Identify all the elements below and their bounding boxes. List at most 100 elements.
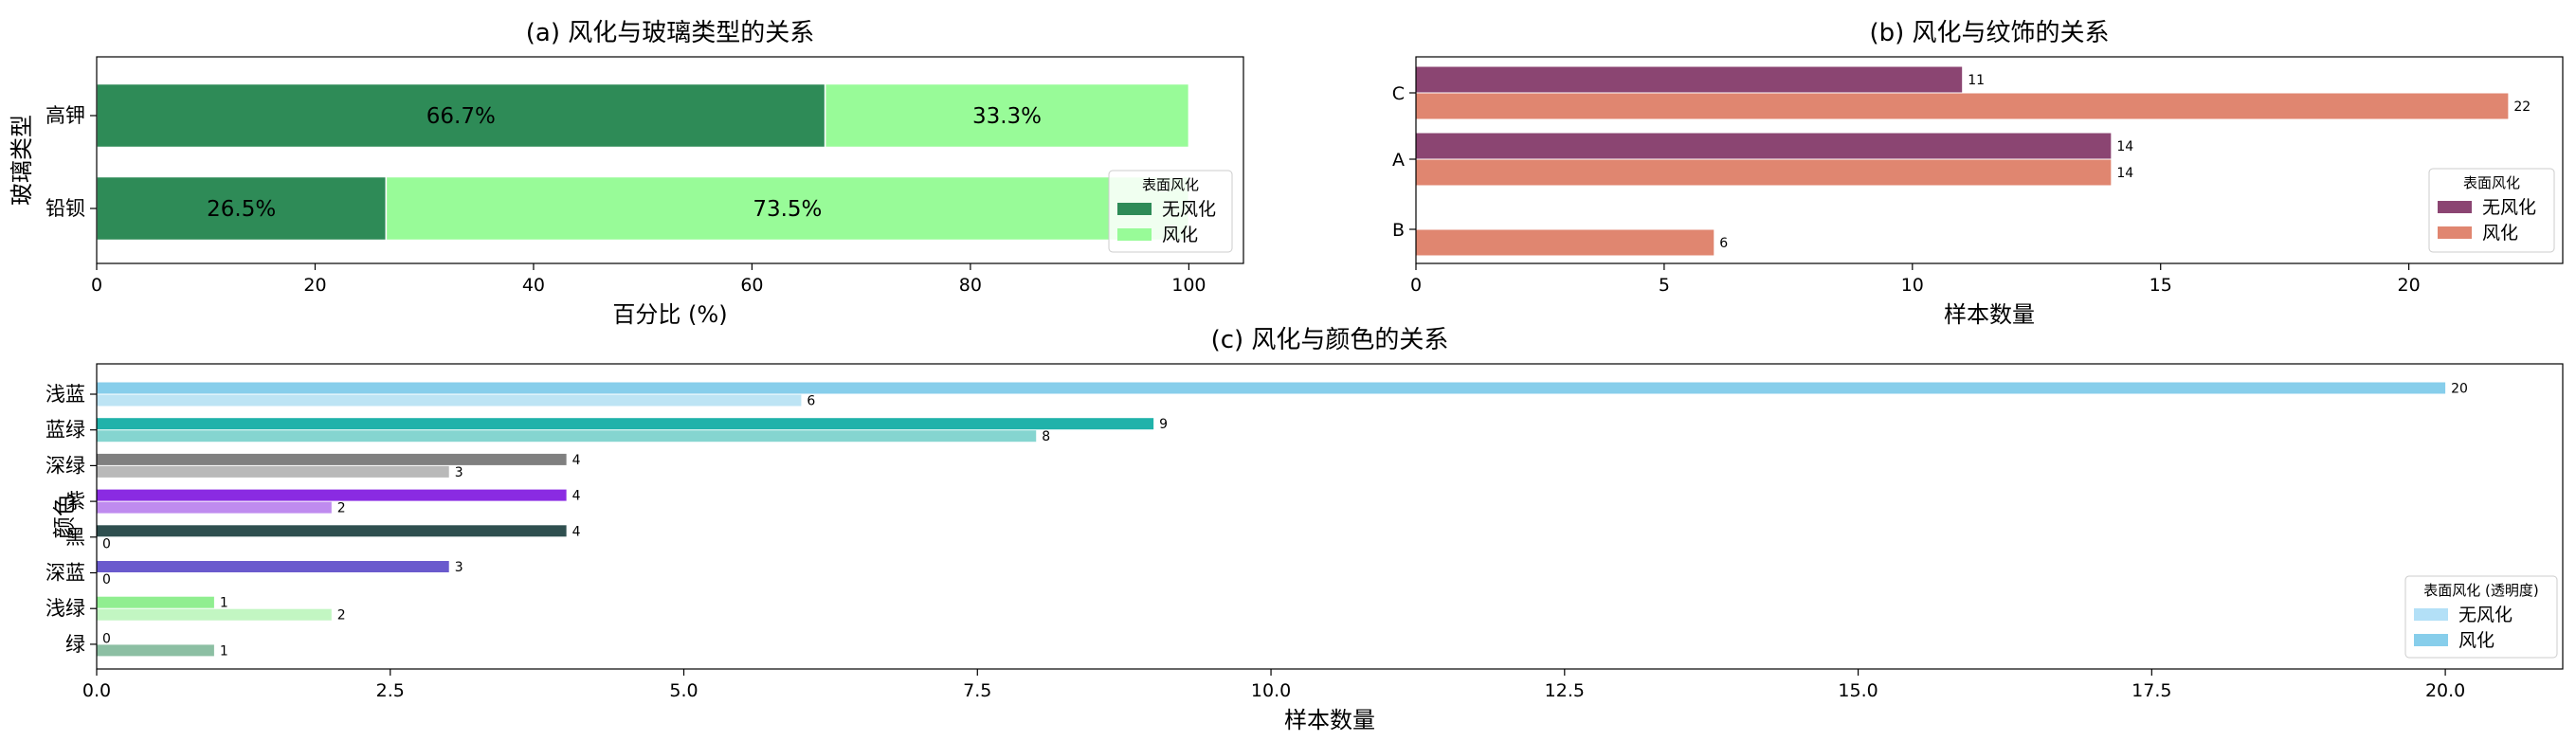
a-ytick-1-label: 铅钡 [45,197,85,220]
c-bar-0-1 [97,394,802,407]
c-ytick-4-label: 黑 [65,526,85,549]
b-frame [1415,56,2564,264]
c-xtick-label-0: 0.0 [82,680,111,701]
b-bar-0-1 [1416,93,2509,119]
c-bar-label-5-1: 0 [102,572,111,587]
c-frame [96,363,2564,670]
c-bar-label-5-0: 3 [455,560,463,575]
b-bar-1-0 [1416,133,2112,159]
c-legend-swatch-1 [2414,634,2448,646]
b-legend-label-0: 无风化 [2482,197,2536,218]
a-xtick-label-4: 80 [959,275,982,296]
c-bar-label-4-0: 4 [572,524,581,539]
a-ytick-0-label: 高钾 [45,104,85,127]
a-xtick-label-1: 20 [303,275,326,296]
c-legend-label-0: 无风化 [2458,605,2513,625]
c-bar-label-0-1: 6 [807,394,815,409]
c-legend-label-1: 风化 [2458,630,2494,651]
b-bar-2-1 [1416,229,1714,256]
c-bar-2-0 [97,453,567,465]
c-bar-7-1 [97,644,214,657]
b-legend-title: 表面风化 [2463,174,2520,191]
a-ylabel: 玻璃类型 [9,115,35,206]
a-bar-label-0-1: 33.3% [972,104,1042,129]
b-bar-1-1 [1416,159,2112,186]
a-xtick-label-0: 0 [91,275,102,296]
b-bar-0-0 [1416,66,1963,93]
a-legend-label-0: 无风化 [1162,199,1216,220]
b-bar-label-0-1: 22 [2513,99,2531,115]
b-ytick-2-label: B [1392,220,1405,241]
c-bar-6-1 [97,608,332,621]
c-bar-label-7-0: 0 [102,631,111,646]
a-legend-label-1: 风化 [1162,225,1198,245]
c-ytick-0-label: 浅蓝 [45,383,85,406]
c-bar-label-3-0: 4 [572,489,581,504]
c-legend-swatch-0 [2414,608,2448,621]
c-xtick-label-2: 5.0 [669,680,698,701]
b-xlabel: 样本数量 [1944,301,2035,328]
b-bar-label-2-1: 6 [1719,236,1728,251]
c-bar-label-3-1: 2 [337,501,346,516]
a-xlabel: 百分比 (%) [612,301,727,328]
c-bar-5-0 [97,561,449,572]
a-xtick-label-5: 100 [1171,275,1206,296]
b-ytick-1-label: A [1392,150,1405,171]
a-bar-label-1-1: 73.5% [753,197,822,222]
a-bar-0-1 [824,82,1190,149]
b-legend-swatch-0 [2438,201,2472,213]
a-bar-0-0 [96,82,826,149]
b-ytick-0-label: C [1392,83,1405,104]
c-xtick-label-8: 20.0 [2425,680,2465,701]
c-title: (c) 风化与颜色的关系 [1211,326,1449,354]
c-xtick-label-4: 10.0 [1251,680,1291,701]
c-ytick-1-label: 蓝绿 [45,419,85,442]
c-bar-label-2-1: 3 [455,465,463,480]
c-bar-3-0 [97,489,567,501]
a-xtick-label-2: 40 [522,275,545,296]
c-bar-3-1 [97,501,332,514]
c-xtick-label-7: 17.5 [2132,680,2171,701]
c-bar-1-1 [97,430,1037,443]
a-xtick-label-3: 60 [740,275,763,296]
c-bar-label-6-1: 2 [337,608,346,624]
a-bar-label-1-0: 26.5% [207,197,276,222]
a-title: (a) 风化与玻璃类型的关系 [526,19,815,47]
c-xtick-label-1: 2.5 [376,680,405,701]
c-xlabel: 样本数量 [1284,707,1375,733]
c-ytick-5-label: 深蓝 [45,562,85,585]
a-legend-swatch-1 [1117,228,1152,241]
b-bar-label-0-0: 11 [1968,73,1985,88]
a-legend-title: 表面风化 [1142,176,1199,193]
a-legend-swatch-0 [1117,203,1152,215]
c-ytick-3-label: 紫 [65,490,85,513]
c-bar-label-4-1: 0 [102,536,111,551]
c-ytick-6-label: 浅绿 [45,597,85,620]
b-xtick-label-3: 15 [2150,275,2172,296]
c-bar-4-0 [97,525,567,537]
b-xtick-label-2: 10 [1901,275,1924,296]
c-ytick-7-label: 绿 [65,633,85,656]
b-legend-label-1: 风化 [2482,223,2518,244]
c-legend-title: 表面风化 (透明度) [2423,582,2538,599]
c-bar-label-1-1: 8 [1042,429,1050,444]
c-xtick-label-5: 12.5 [1545,680,1585,701]
a-frame [96,56,1244,264]
a-bar-1-0 [96,175,388,242]
b-xtick-label-4: 20 [2398,275,2421,296]
c-xtick-label-3: 7.5 [963,680,991,701]
c-bar-label-0-0: 20 [2451,382,2468,397]
c-bar-2-1 [97,465,449,478]
b-xtick-label-1: 5 [1659,275,1670,296]
b-legend-swatch-1 [2438,226,2472,239]
c-xtick-label-6: 15.0 [1838,680,1878,701]
c-bar-label-2-0: 4 [572,453,581,468]
b-bar-label-1-0: 14 [2116,139,2133,154]
b-title: (b) 风化与纹饰的关系 [1869,19,2109,47]
b-xtick-label-0: 0 [1410,275,1422,296]
c-bar-label-1-0: 9 [1159,417,1168,432]
c-bar-label-7-1: 1 [220,643,228,659]
c-bar-0-0 [97,382,2446,394]
c-bar-6-0 [97,596,214,608]
